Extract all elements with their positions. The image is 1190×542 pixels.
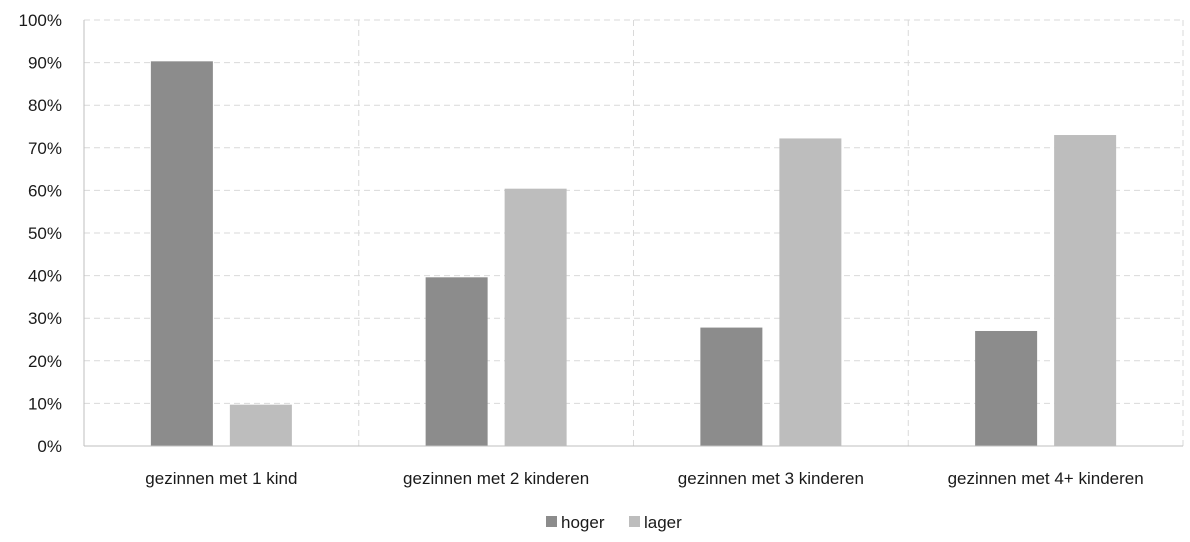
category-label: gezinnen met 1 kind [145,469,297,488]
legend: hoger lager [546,513,682,532]
category-label: gezinnen met 2 kinderen [403,469,589,488]
y-tick-label: 100% [19,11,62,30]
y-tick-label: 80% [28,96,62,115]
y-tick-label: 90% [28,54,62,73]
bar-hoger [975,330,1038,446]
y-tick-label: 10% [28,394,62,413]
x-axis-categories: gezinnen met 1 kind gezinnen met 2 kinder… [145,469,1143,488]
bar-hoger [150,61,213,447]
category-label: gezinnen met 4+ kinderen [948,469,1144,488]
legend-swatch-lager [629,516,640,527]
y-tick-label: 20% [28,352,62,371]
legend-label-lager: lager [644,513,682,532]
bar-hoger [700,327,763,446]
bars [84,61,1183,447]
bar-lager [504,188,567,447]
y-tick-label: 50% [28,224,62,243]
y-tick-label: 40% [28,267,62,286]
legend-label-hoger: hoger [561,513,605,532]
bar-lager [1054,135,1117,446]
y-axis-ticks: 0% 10% 20% 30% 40% 50% 60% 70% 80% 90% 100% [19,11,62,456]
bar-lager [229,404,292,446]
bar-hoger [425,277,488,446]
legend-swatch-hoger [546,516,557,527]
y-tick-label: 30% [28,309,62,328]
y-tick-label: 0% [37,437,62,456]
y-tick-label: 70% [28,139,62,158]
category-label: gezinnen met 3 kinderen [678,469,864,488]
bar-lager [779,138,842,447]
y-tick-label: 60% [28,181,62,200]
